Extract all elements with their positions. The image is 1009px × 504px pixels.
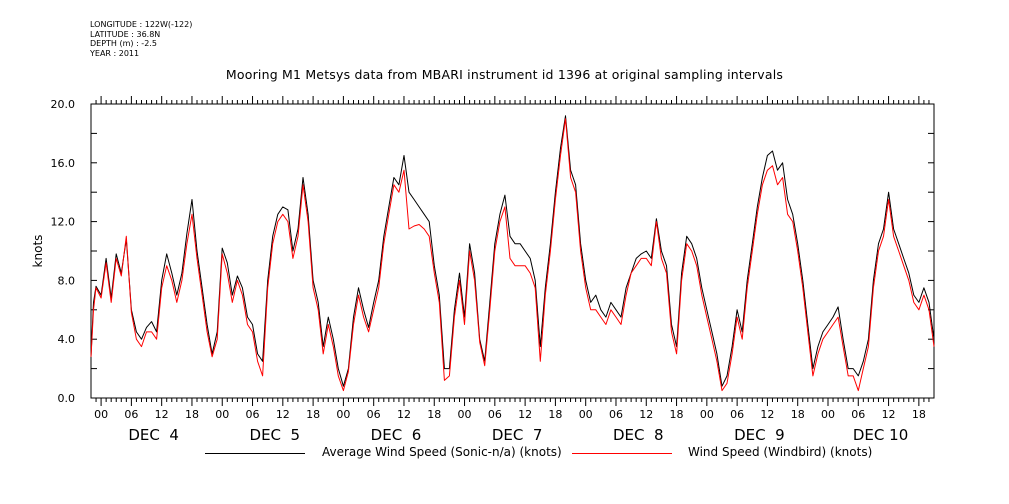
y-tick-label: 4.0 [58,333,76,346]
x-hour-label: 00 [215,408,229,421]
x-day-label: DEC 4 [128,426,179,444]
x-hour-label: 06 [488,408,502,421]
x-hour-label: 12 [155,408,169,421]
chart-legend: Average Wind Speed (Sonic-n/a) (knots) W… [0,444,1009,464]
x-hour-label: 18 [185,408,199,421]
legend-label-sonic: Average Wind Speed (Sonic-n/a) (knots) [322,445,562,459]
x-day-label: DEC 5 [250,426,301,444]
mooring-metadata: LONGITUDE : 122W(-122) LATITUDE : 36.8N … [90,20,192,58]
x-hour-label: 00 [94,408,108,421]
y-tick-label: 16.0 [51,157,76,170]
x-hour-label: 00 [700,408,714,421]
x-day-label: DEC 8 [613,426,664,444]
year-text: YEAR : 2011 [90,48,140,58]
legend-label-windbird: Wind Speed (Windbird) (knots) [688,445,873,459]
x-hour-label: 18 [427,408,441,421]
series-line-windbird [90,118,935,392]
x-hour-label: 06 [730,408,744,421]
x-hour-label: 06 [609,408,623,421]
x-hour-label: 18 [548,408,562,421]
x-hour-label: 18 [791,408,805,421]
x-day-label: DEC 9 [734,426,785,444]
x-day-label: DEC 6 [371,426,422,444]
series-line-sonic [90,115,935,387]
x-hour-label: 06 [124,408,138,421]
latitude-text: LATITUDE : 36.8N [90,29,161,39]
x-hour-label: 06 [851,408,865,421]
x-day-label: DEC 10 [853,426,908,444]
y-tick-label: 0.0 [58,392,76,405]
y-tick-label: 8.0 [58,274,76,287]
x-day-label: DEC 7 [492,426,543,444]
legend-swatch-sonic [205,453,305,454]
depth-text: DEPTH (m) : -2.5 [90,39,157,48]
x-hour-label: 00 [458,408,472,421]
x-hour-label: 00 [821,408,835,421]
plot-frame [90,103,935,399]
x-hour-label: 12 [639,408,653,421]
longitude-text: LONGITUDE : 122W(-122) [90,20,193,29]
x-hour-label: 12 [518,408,532,421]
x-hour-label: 12 [397,408,411,421]
x-hour-label: 12 [760,408,774,421]
x-hour-label: 12 [882,408,896,421]
x-hour-label: 18 [670,408,684,421]
chart-title: Mooring M1 Metsys data from MBARI instru… [225,67,784,82]
x-hour-label: 18 [912,408,926,421]
x-hour-label: 00 [336,408,350,421]
x-hour-label: 18 [306,408,320,421]
legend-swatch-windbird [572,453,672,454]
x-hour-label: 06 [246,408,260,421]
x-hour-label: 06 [367,408,381,421]
y-axis-label: knots [31,235,45,268]
y-tick-label: 20.0 [51,98,76,111]
y-tick-label: 12.0 [51,216,76,229]
x-hour-label: 00 [579,408,593,421]
x-hour-label: 12 [276,408,290,421]
